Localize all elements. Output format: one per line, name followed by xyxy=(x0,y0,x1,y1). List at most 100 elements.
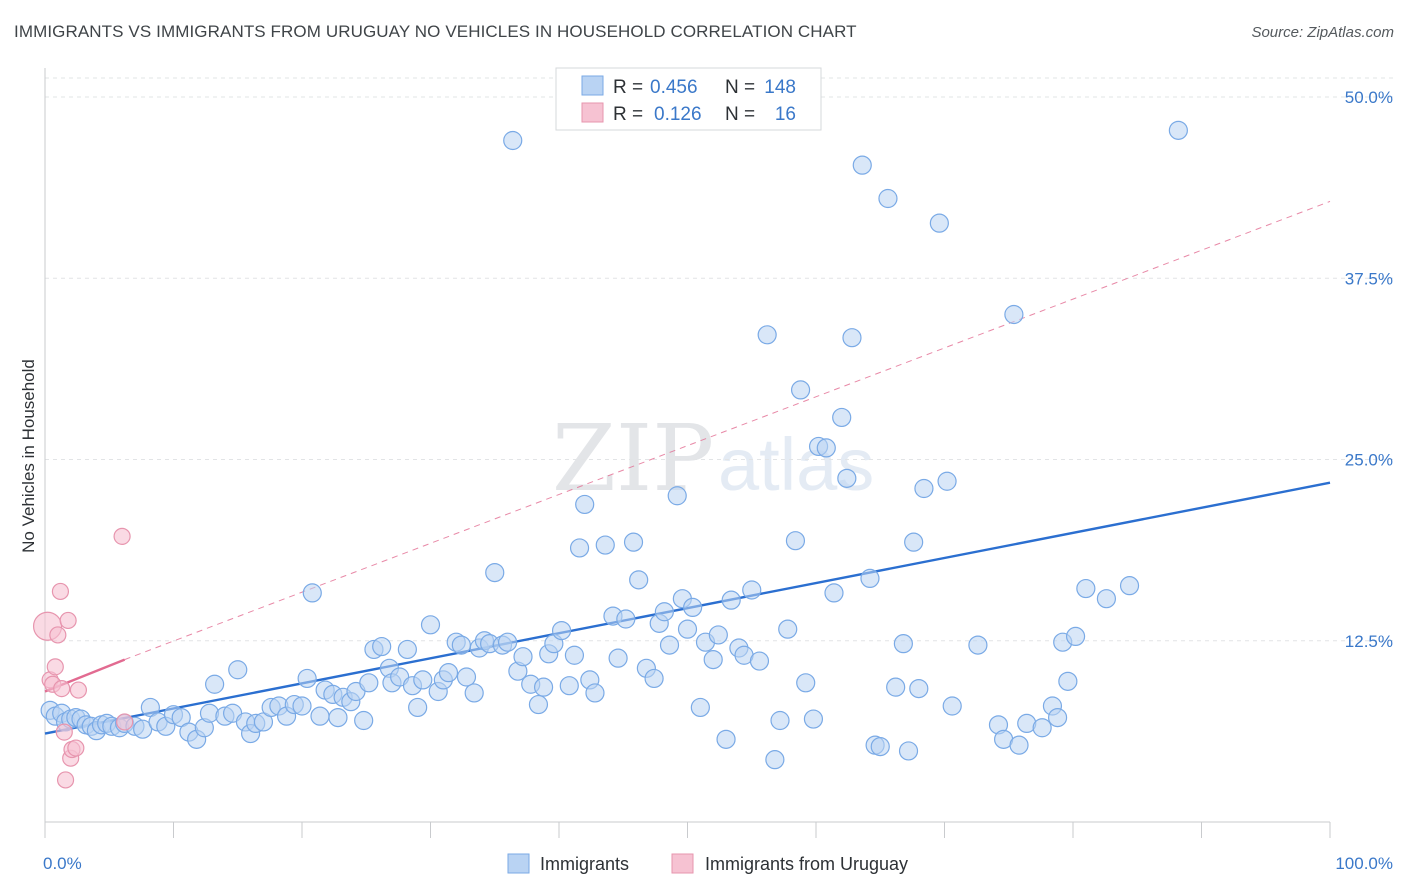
point-immigrants xyxy=(816,438,836,458)
y-tick-label: 25.0% xyxy=(1345,451,1393,470)
point-immigrants xyxy=(528,694,549,715)
y-tick-label: 12.5% xyxy=(1345,632,1393,651)
point-immigrants xyxy=(372,636,392,657)
point-immigrants xyxy=(824,583,844,603)
point-immigrants xyxy=(485,562,505,583)
point-immigrants xyxy=(770,710,790,731)
point-immigrants xyxy=(359,673,379,693)
y-axis-label: No Vehicles in Household xyxy=(19,359,38,553)
point-immigrants xyxy=(438,663,459,683)
point-immigrants xyxy=(870,736,890,757)
y-tick-label: 37.5% xyxy=(1345,269,1393,288)
point-uruguay xyxy=(49,626,67,644)
point-immigrants xyxy=(559,676,579,696)
point-immigrants xyxy=(803,709,824,729)
point-immigrants xyxy=(413,670,433,690)
trend-line-uruguay-extension xyxy=(124,200,1331,661)
bottom-legend-swatch-immigrants xyxy=(507,853,530,874)
point-immigrants xyxy=(708,625,728,645)
point-immigrants xyxy=(608,648,628,668)
point-immigrants xyxy=(909,678,929,699)
legend-swatch-immigrants xyxy=(581,75,604,96)
point-immigrants xyxy=(677,619,698,639)
point-uruguay xyxy=(51,582,70,601)
legend-swatch-uruguay xyxy=(581,102,604,123)
point-immigrants xyxy=(1065,626,1086,647)
watermark-atlas: atlas xyxy=(718,423,874,506)
point-immigrants xyxy=(904,532,924,552)
x-tick-label-max: 100.0% xyxy=(1335,854,1393,873)
point-immigrants xyxy=(683,597,703,618)
point-immigrants xyxy=(842,328,862,348)
point-immigrants xyxy=(914,478,934,499)
point-immigrants xyxy=(564,645,585,665)
point-immigrants xyxy=(721,590,741,610)
point-immigrants xyxy=(616,609,636,629)
point-immigrants xyxy=(1009,735,1029,755)
point-immigrants xyxy=(644,668,664,689)
point-immigrants xyxy=(837,468,857,488)
gridlines xyxy=(45,77,1393,642)
point-immigrants xyxy=(1096,589,1117,609)
legend-n-label-2: N = xyxy=(725,104,755,125)
point-immigrants xyxy=(852,155,872,175)
point-immigrants xyxy=(690,697,710,718)
point-immigrants xyxy=(886,677,906,697)
point-immigrants xyxy=(742,580,762,600)
point-immigrants xyxy=(796,673,816,693)
point-immigrants xyxy=(623,532,644,552)
point-immigrants xyxy=(1168,120,1188,140)
point-immigrants xyxy=(595,535,615,555)
point-immigrants xyxy=(1032,718,1052,738)
chart-source: Source: ZipAtlas.com xyxy=(1251,24,1394,41)
point-immigrants xyxy=(716,729,736,749)
point-immigrants xyxy=(1076,578,1096,599)
point-immigrants xyxy=(778,619,798,639)
point-immigrants xyxy=(765,750,785,770)
x-tick-label-min: 0.0% xyxy=(43,854,82,873)
point-immigrants xyxy=(328,707,348,728)
point-immigrants xyxy=(968,635,988,655)
point-immigrants xyxy=(513,647,533,667)
point-immigrants xyxy=(205,674,225,694)
point-uruguay xyxy=(46,658,64,676)
legend-r-value-1: 0.456 xyxy=(650,77,698,98)
point-immigrants xyxy=(498,632,518,652)
point-immigrants xyxy=(503,130,523,151)
legend-r-label-1: R = xyxy=(613,77,643,98)
point-uruguay xyxy=(113,527,131,545)
point-immigrants xyxy=(228,660,248,680)
point-immigrants xyxy=(790,380,811,400)
y-tick-labels: 12.5% 25.0% 37.5% 50.0% xyxy=(1345,88,1393,651)
point-immigrants xyxy=(420,615,441,635)
point-immigrants xyxy=(898,741,919,761)
point-immigrants xyxy=(133,719,153,739)
axes xyxy=(44,68,1331,838)
point-immigrants xyxy=(575,494,595,515)
point-uruguay xyxy=(59,611,77,630)
point-immigrants xyxy=(832,407,852,428)
legend-r-label-2: R = xyxy=(613,104,643,125)
point-immigrants xyxy=(1119,576,1140,596)
bottom-legend-label-uruguay: Immigrants from Uruguay xyxy=(705,854,908,874)
bottom-legend-label-immigrants: Immigrants xyxy=(540,854,629,874)
chart-title: IMMIGRANTS VS IMMIGRANTS FROM URUGUAY NO… xyxy=(14,22,857,41)
point-immigrants xyxy=(1004,304,1024,325)
point-immigrants xyxy=(310,706,330,726)
point-immigrants xyxy=(629,570,649,590)
legend-n-label-1: N = xyxy=(725,77,755,98)
point-immigrants xyxy=(937,471,957,491)
point-immigrants xyxy=(703,649,723,670)
point-immigrants xyxy=(785,531,806,551)
y-tick-label: 50.0% xyxy=(1345,88,1393,107)
point-immigrants xyxy=(585,683,605,703)
point-immigrants xyxy=(654,602,674,622)
point-immigrants xyxy=(667,486,687,506)
point-immigrants xyxy=(929,213,949,233)
legend-r-value-2: 0.126 xyxy=(654,104,702,125)
point-immigrants xyxy=(397,639,417,660)
point-immigrants xyxy=(533,677,554,697)
point-uruguay xyxy=(56,771,75,789)
point-immigrants xyxy=(354,710,374,731)
